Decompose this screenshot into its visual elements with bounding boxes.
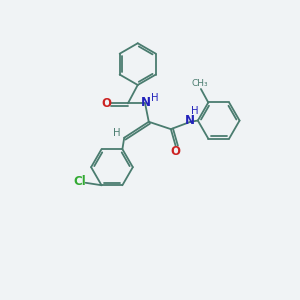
Text: N: N [185,114,195,127]
Text: CH₃: CH₃ [191,79,208,88]
Text: Cl: Cl [73,175,86,188]
Text: O: O [171,145,181,158]
Text: H: H [191,106,198,116]
Text: H: H [112,128,120,138]
Text: H: H [151,93,158,103]
Text: O: O [101,97,111,110]
Text: N: N [141,96,151,109]
